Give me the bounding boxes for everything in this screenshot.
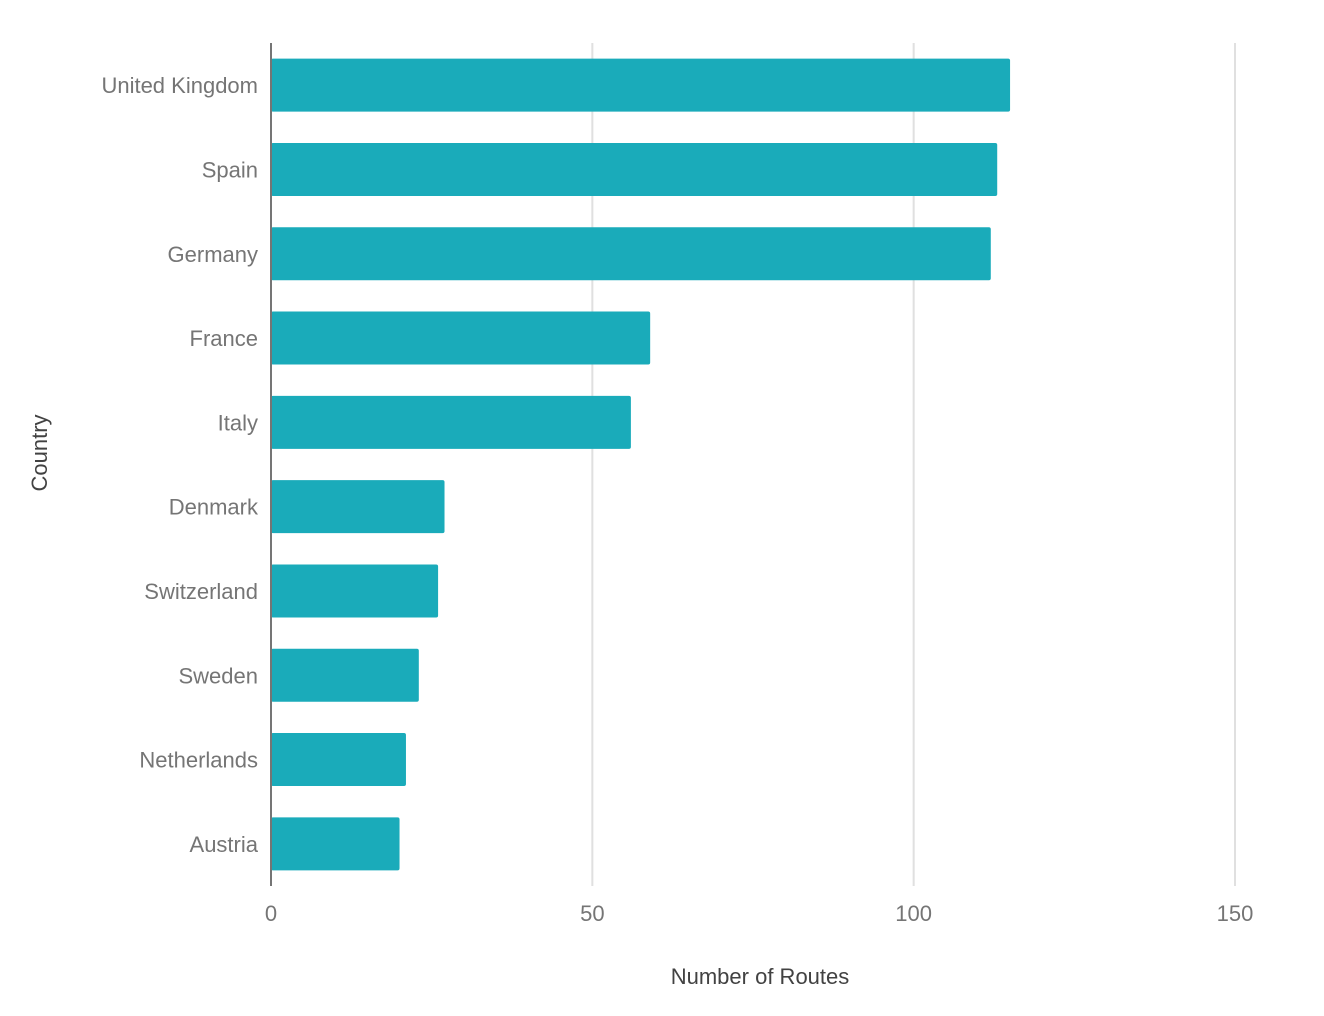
bars bbox=[271, 58, 1011, 871]
x-tick-label: 0 bbox=[265, 901, 277, 926]
category-label: United Kingdom bbox=[101, 73, 258, 98]
category-label: France bbox=[190, 326, 258, 351]
x-tick-label: 100 bbox=[895, 901, 932, 926]
category-label: Switzerland bbox=[144, 579, 258, 604]
category-label: Austria bbox=[190, 832, 259, 857]
category-label: Denmark bbox=[169, 495, 259, 520]
bar-austria bbox=[271, 817, 400, 871]
bar-netherlands bbox=[271, 733, 406, 787]
category-label: Netherlands bbox=[139, 748, 258, 773]
bar-france bbox=[271, 311, 651, 365]
x-axis-title: Number of Routes bbox=[671, 964, 850, 989]
bar-spain bbox=[271, 142, 998, 196]
bar-switzerland bbox=[271, 564, 439, 618]
category-label: Spain bbox=[202, 157, 258, 182]
bar-sweden bbox=[271, 648, 419, 702]
category-labels: United Kingdom Spain Germany France Italy Den… bbox=[101, 73, 259, 857]
category-label: Germany bbox=[168, 242, 258, 267]
bar-denmark bbox=[271, 480, 445, 534]
bar-united-kingdom bbox=[271, 58, 1011, 112]
category-label: Italy bbox=[218, 410, 258, 435]
y-axis-title: Country bbox=[27, 414, 52, 491]
bar-germany bbox=[271, 227, 991, 281]
bar-italy bbox=[271, 395, 631, 449]
x-tick-labels: 0 50 100 150 bbox=[265, 901, 1253, 926]
x-tick-label: 150 bbox=[1217, 901, 1254, 926]
x-tick-label: 50 bbox=[580, 901, 604, 926]
category-label: Sweden bbox=[178, 663, 258, 688]
